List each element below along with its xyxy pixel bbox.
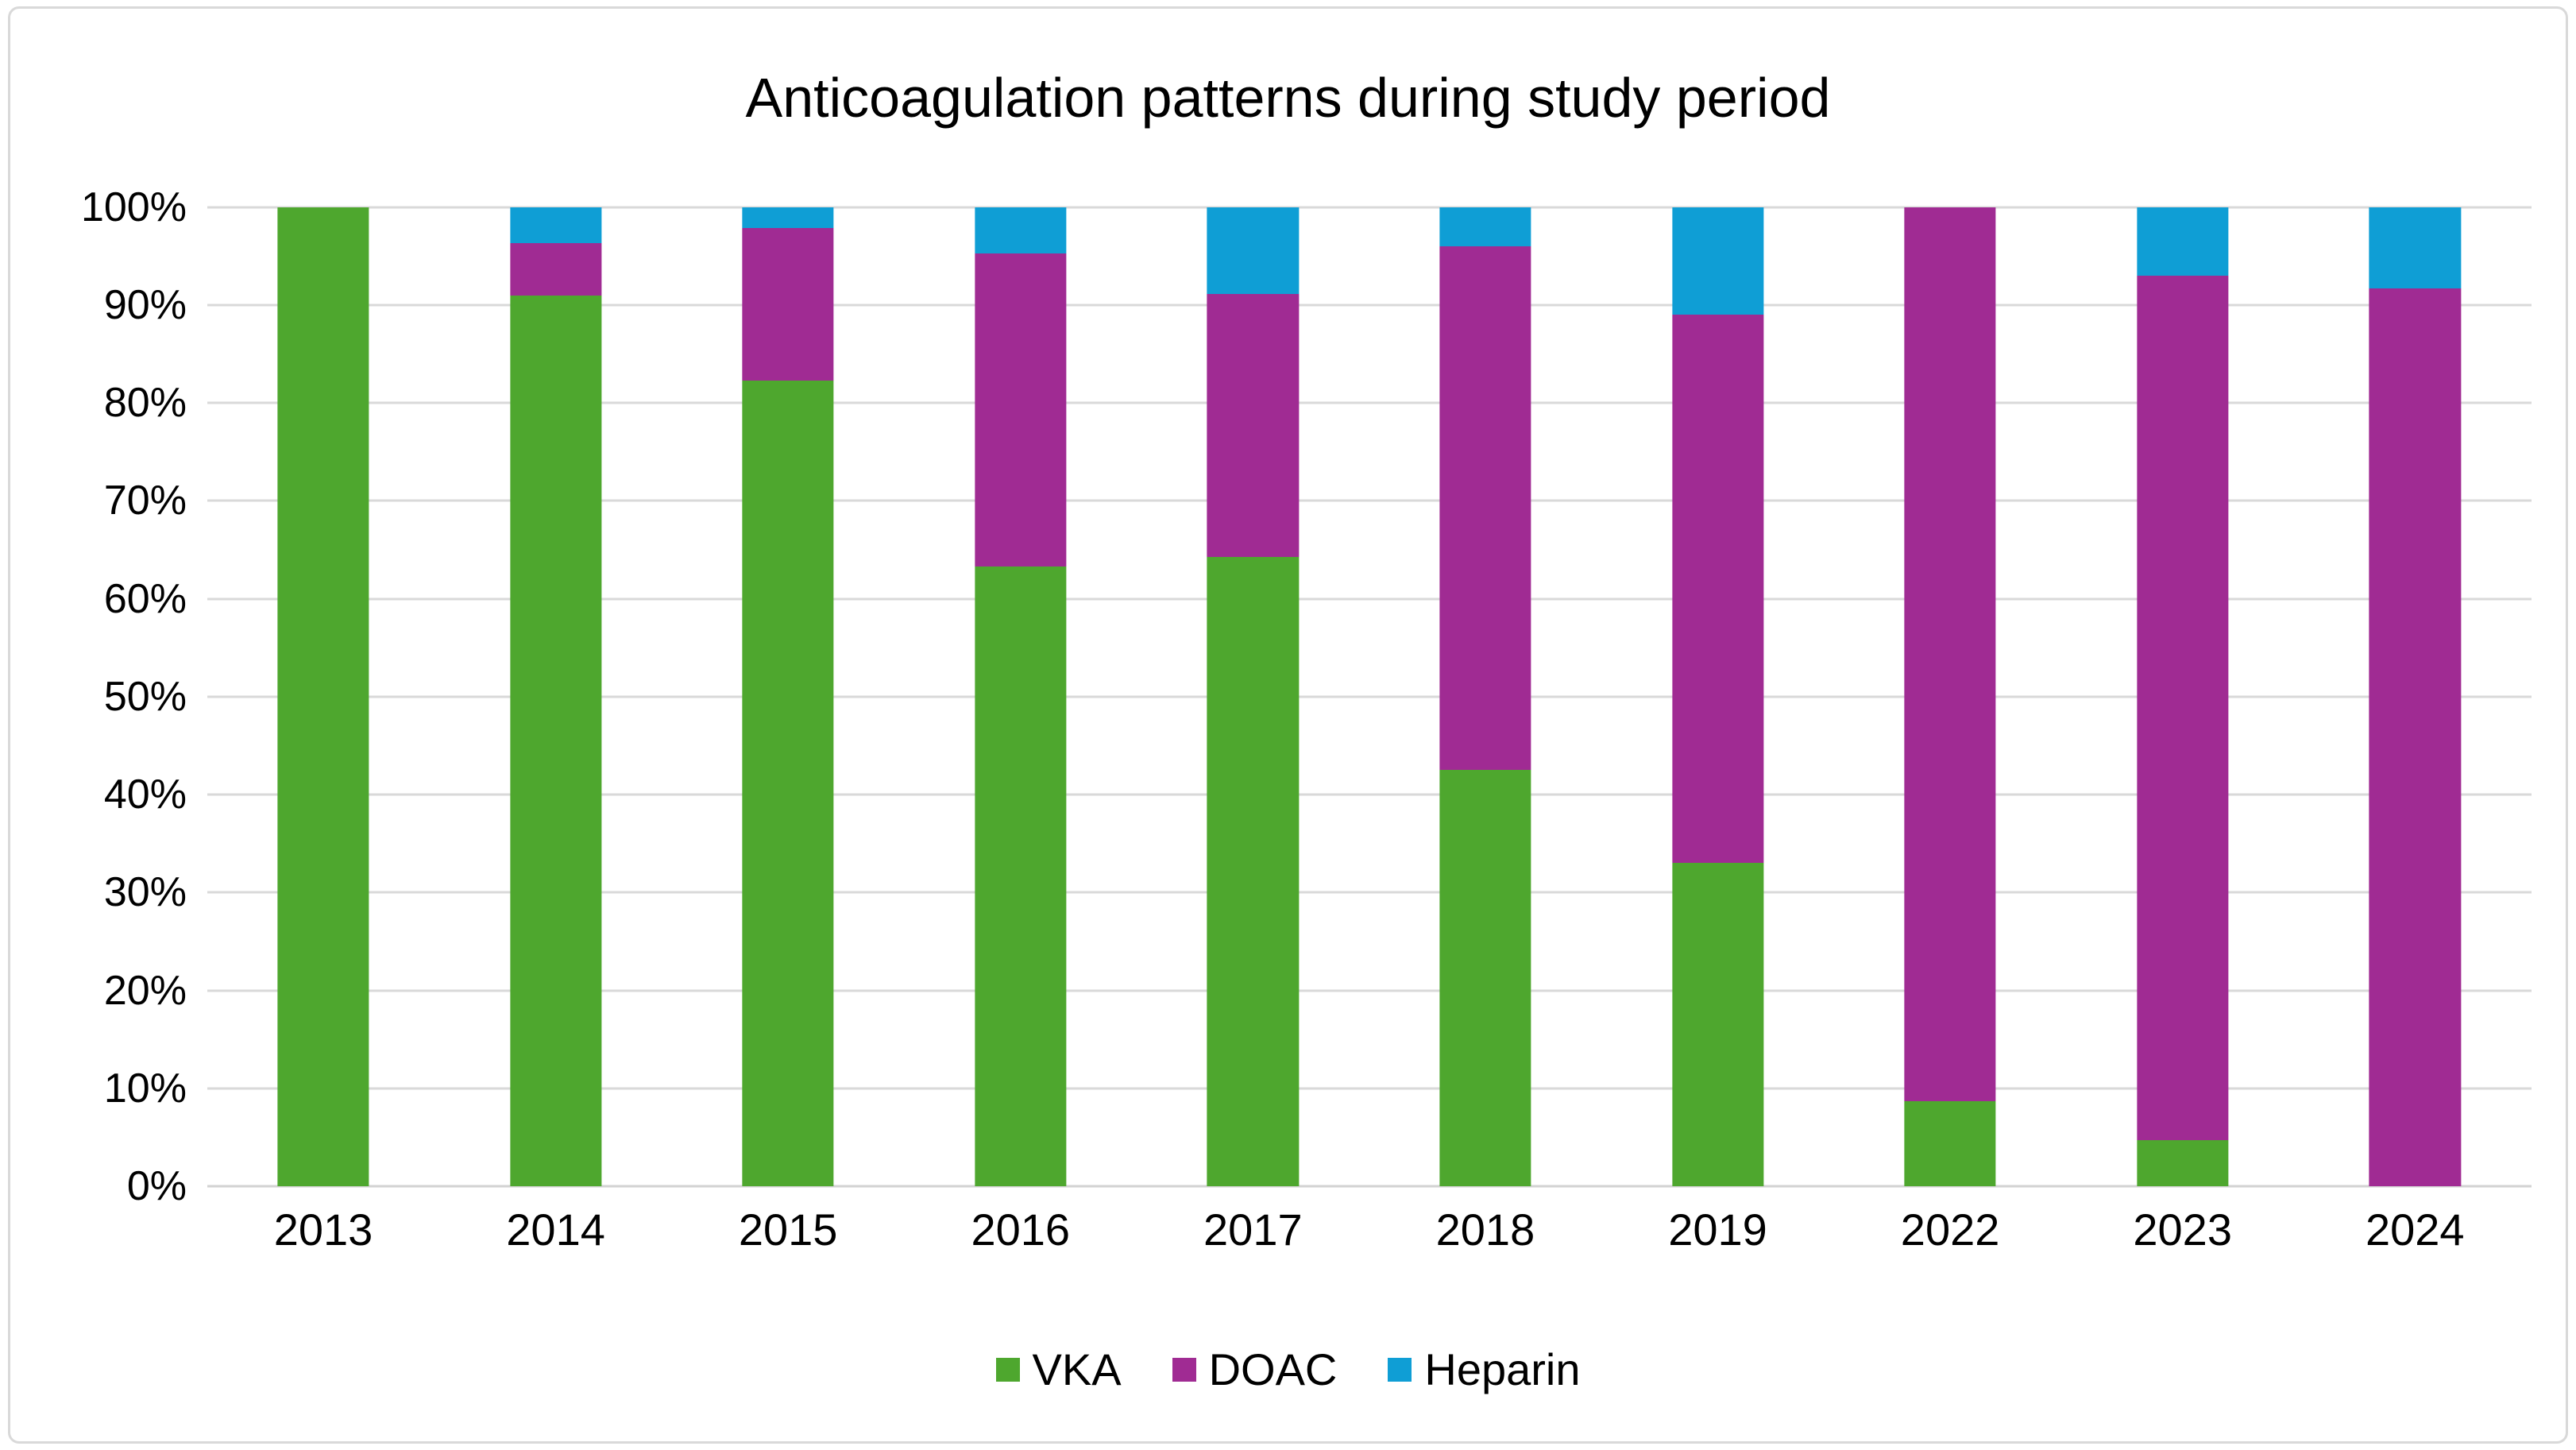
bar-segment-heparin-2017 <box>1207 207 1299 295</box>
bar-segment-vka-2014 <box>509 295 602 1187</box>
bar-2017 <box>1207 207 1299 1187</box>
bar-segment-doac-2019 <box>1671 315 1764 864</box>
y-axis-labels: 0% 10% 20% 30% 40% 50% 60% 70% 80% 90% 100% <box>10 184 187 1209</box>
bar-segment-doac-2016 <box>975 253 1067 566</box>
x-tick-label-2018: 2018 <box>1435 1204 1535 1255</box>
bar-2015 <box>742 207 834 1187</box>
x-axis-labels: 2013 2014 2015 2016 2017 2018 2019 2022 2023 2024 <box>207 1204 2532 1275</box>
legend-item-vka: VKA <box>995 1344 1122 1395</box>
bar-2023 <box>2137 207 2229 1187</box>
gridline-50 <box>207 695 2532 698</box>
bar-segment-doac-2018 <box>1439 246 1531 771</box>
legend-item-heparin: Heparin <box>1388 1344 1580 1395</box>
gridline-10 <box>207 1087 2532 1090</box>
gridline-60 <box>207 597 2532 601</box>
y-tick-label-40pct: 40% <box>103 771 187 818</box>
bar-2016 <box>975 207 1067 1187</box>
bar-segment-vka-2023 <box>2137 1140 2229 1187</box>
bar-segment-heparin-2014 <box>509 207 602 244</box>
plot-area <box>207 206 2532 1188</box>
bar-2014 <box>509 207 602 1187</box>
y-tick-label-60pct: 60% <box>103 575 187 622</box>
gridline-0 <box>207 1185 2532 1188</box>
y-tick-label-70pct: 70% <box>103 478 187 524</box>
chart-title: Anticoagulation patterns during study pe… <box>745 67 1831 129</box>
x-tick-label-2022: 2022 <box>1900 1204 2000 1255</box>
legend-item-doac: DOAC <box>1172 1344 1338 1395</box>
x-tick-label-2024: 2024 <box>2365 1204 2465 1255</box>
bar-2013 <box>277 207 369 1187</box>
bar-segment-heparin-2024 <box>2369 207 2461 288</box>
legend-swatch-vka <box>995 1357 1020 1382</box>
y-tick-label-10pct: 10% <box>103 1065 187 1112</box>
bar-segment-doac-2014 <box>509 243 602 296</box>
x-tick-label-2015: 2015 <box>738 1204 838 1255</box>
bar-segment-vka-2015 <box>742 380 834 1187</box>
bar-segment-doac-2022 <box>1904 207 1996 1101</box>
x-tick-label-2019: 2019 <box>1668 1204 1767 1255</box>
bar-segment-heparin-2018 <box>1439 207 1531 246</box>
x-tick-label-2017: 2017 <box>1203 1204 1303 1255</box>
bar-segment-vka-2022 <box>1904 1100 1996 1187</box>
x-tick-label-2014: 2014 <box>506 1204 605 1255</box>
bar-segment-vka-2018 <box>1439 770 1531 1187</box>
bar-segment-doac-2017 <box>1207 294 1299 557</box>
y-tick-label-80pct: 80% <box>103 380 187 427</box>
gridline-80 <box>207 401 2532 404</box>
bar-segment-heparin-2015 <box>742 207 834 228</box>
legend-label-heparin: Heparin <box>1424 1344 1581 1395</box>
gridline-30 <box>207 891 2532 894</box>
legend-swatch-doac <box>1172 1357 1196 1382</box>
gridline-100 <box>207 206 2532 209</box>
legend-swatch-heparin <box>1388 1357 1412 1382</box>
y-tick-label-20pct: 20% <box>103 967 187 1014</box>
gridline-70 <box>207 499 2532 502</box>
legend-label-doac: DOAC <box>1208 1344 1338 1395</box>
legend-label-vka: VKA <box>1032 1344 1122 1395</box>
bar-2022 <box>1904 207 1996 1187</box>
bar-segment-vka-2016 <box>975 566 1067 1187</box>
gridline-40 <box>207 793 2532 796</box>
x-tick-label-2016: 2016 <box>971 1204 1071 1255</box>
bar-2024 <box>2369 207 2461 1187</box>
gridline-20 <box>207 989 2532 992</box>
bar-2018 <box>1439 207 1531 1187</box>
bar-segment-doac-2023 <box>2137 275 2229 1141</box>
bar-segment-vka-2017 <box>1207 556 1299 1187</box>
bar-segment-doac-2024 <box>2369 288 2461 1187</box>
bar-segment-vka-2019 <box>1671 863 1764 1187</box>
bar-segment-heparin-2019 <box>1671 207 1764 315</box>
y-tick-label-0pct: 0% <box>126 1163 187 1210</box>
x-tick-label-2023: 2023 <box>2133 1204 2232 1255</box>
bar-segment-vka-2013 <box>277 207 369 1187</box>
gridline-90 <box>207 304 2532 307</box>
x-tick-label-2013: 2013 <box>273 1204 373 1255</box>
bar-2019 <box>1671 207 1764 1187</box>
bar-segment-heparin-2016 <box>975 207 1067 253</box>
bar-segment-doac-2015 <box>742 227 834 381</box>
y-tick-label-100pct: 100% <box>80 184 187 230</box>
bar-segment-heparin-2023 <box>2137 207 2229 276</box>
y-tick-label-30pct: 30% <box>103 869 187 916</box>
y-tick-label-50pct: 50% <box>103 673 187 720</box>
legend: VKA DOAC Heparin <box>10 1344 2566 1395</box>
y-tick-label-90pct: 90% <box>103 281 187 328</box>
chart-frame: Anticoagulation patterns during study pe… <box>8 6 2568 1444</box>
